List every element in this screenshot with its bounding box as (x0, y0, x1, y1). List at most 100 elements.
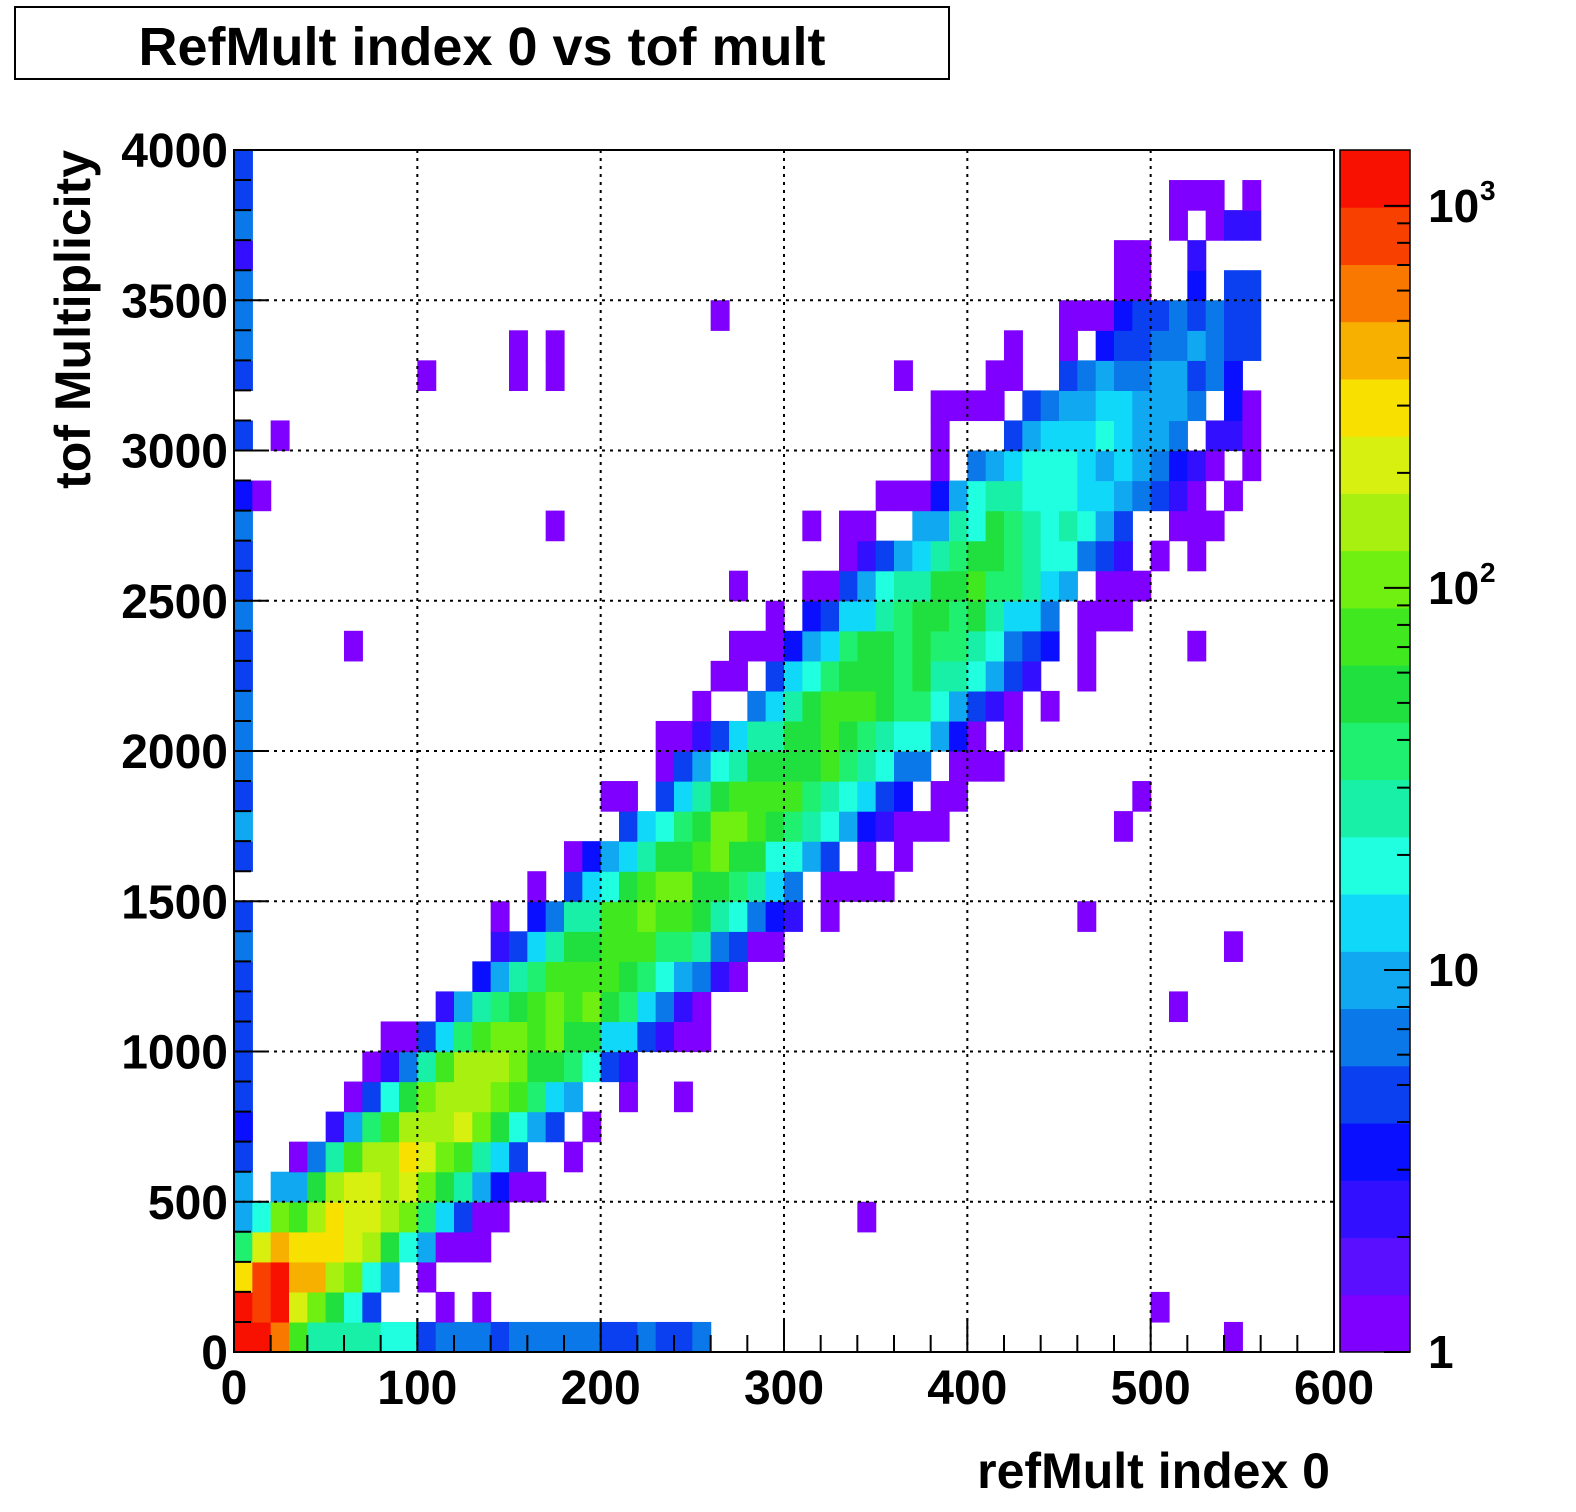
heatmap-bin (857, 510, 877, 542)
heatmap-bin (949, 781, 968, 812)
heatmap-bin (949, 390, 968, 422)
heatmap-bin (967, 540, 987, 572)
heatmap-bin (454, 1141, 473, 1173)
heatmap-bin (784, 660, 803, 692)
heatmap-bin (912, 540, 932, 572)
heatmap-bin (307, 1261, 327, 1293)
heatmap-bin (729, 901, 748, 932)
heatmap-bin (967, 510, 987, 542)
heatmap-bin (967, 720, 987, 752)
heatmap-bin (710, 811, 730, 842)
heatmap-bin (802, 690, 822, 722)
heatmap-bin (600, 1051, 620, 1083)
heatmap-bin (985, 450, 1005, 482)
palette-swatch (1340, 264, 1410, 323)
heatmap-bin (1040, 390, 1060, 422)
heatmap-bin (1040, 420, 1060, 452)
heatmap-bin (1187, 390, 1207, 422)
heatmap-bin (985, 570, 1005, 602)
heatmap-bin (839, 540, 858, 572)
heatmap-bin (234, 781, 253, 812)
heatmap-bin (600, 931, 620, 962)
heatmap-bin (307, 1171, 327, 1203)
x-tick-labels: 0 100 200 300 400 500 600 (221, 1362, 1374, 1415)
heatmap-bin (820, 811, 840, 842)
heatmap-bin (820, 781, 840, 812)
heatmap-bin (875, 660, 895, 692)
heatmap-bin (490, 1081, 510, 1113)
heatmap-bin (765, 600, 785, 632)
heatmap-bin (967, 751, 987, 782)
heatmap-bin (582, 931, 602, 962)
heatmap-bin (582, 1021, 602, 1053)
heatmap-bin (289, 1231, 308, 1263)
heatmap-bin (1095, 300, 1115, 331)
heatmap-bin (985, 630, 1005, 662)
heatmap-bin (582, 871, 602, 902)
palette-swatch (1340, 951, 1410, 1010)
heatmap-bin (839, 630, 858, 662)
heatmap-bin (289, 1291, 308, 1323)
heatmap-bin (600, 781, 620, 812)
heatmap-bin (527, 1111, 547, 1143)
heatmap-bin (729, 961, 748, 992)
heatmap-bin (1077, 300, 1097, 331)
heatmap-bin (417, 1141, 437, 1173)
heatmap-bin (490, 1051, 510, 1083)
x-tick-label: 600 (1294, 1362, 1374, 1415)
heatmap-bin (1242, 420, 1262, 452)
heatmap-bin (692, 841, 712, 872)
heatmap-bin (1095, 450, 1115, 482)
heatmap-bin (710, 660, 730, 692)
heatmap-bin (1224, 270, 1243, 301)
heatmap-bin (509, 360, 528, 391)
heatmap-bin (472, 1171, 492, 1203)
heatmap-bin (784, 751, 803, 782)
heatmap-bin (802, 570, 822, 602)
heatmap-bin (930, 510, 950, 542)
heatmap-bin (674, 991, 693, 1023)
heatmap-bin (564, 1141, 583, 1173)
heatmap-bin (820, 901, 840, 932)
palette-label: 10 (1428, 562, 1479, 614)
heatmap-bin (454, 1081, 473, 1113)
heatmap-bin (454, 1051, 473, 1083)
heatmap-bin (454, 1321, 473, 1353)
heatmap-bin (765, 751, 785, 782)
x-tick-label: 300 (744, 1362, 824, 1415)
heatmap-bin (747, 690, 767, 722)
heatmap-bin (729, 841, 748, 872)
heatmap-bin (527, 931, 547, 962)
heatmap-bin (637, 1021, 657, 1053)
heatmap-bin (362, 1081, 382, 1113)
heatmap-bin (472, 961, 492, 992)
heatmap-bin (362, 1141, 382, 1173)
heatmap-bin (949, 600, 968, 632)
heatmap-bin (435, 991, 455, 1023)
heatmap-bin (1187, 330, 1207, 361)
heatmap-bin (454, 1111, 473, 1143)
heatmap-bin (1077, 450, 1097, 482)
heatmap-bin (1169, 390, 1188, 422)
heatmap-bin (1150, 1291, 1170, 1323)
heatmap-bin (1150, 390, 1170, 422)
heatmap-bin (454, 1171, 473, 1203)
heatmap-bin (234, 1201, 253, 1233)
heatmap-bin (765, 871, 785, 902)
heatmap-bin (270, 1261, 290, 1293)
palette-swatch (1340, 779, 1410, 838)
heatmap-bin (234, 300, 253, 331)
heatmap-bin (692, 871, 712, 902)
heatmap-bin (894, 690, 913, 722)
y-tick-label: 2000 (121, 726, 228, 779)
heatmap-bin (875, 781, 895, 812)
heatmap-bin (600, 871, 620, 902)
heatmap-bin (490, 901, 510, 932)
heatmap-bin (1205, 360, 1225, 391)
heatmap-bin (857, 1201, 877, 1233)
heatmap-bin (784, 841, 803, 872)
heatmap-bin (710, 931, 730, 962)
heatmap-bin (875, 630, 895, 662)
heatmap-bin (857, 690, 877, 722)
